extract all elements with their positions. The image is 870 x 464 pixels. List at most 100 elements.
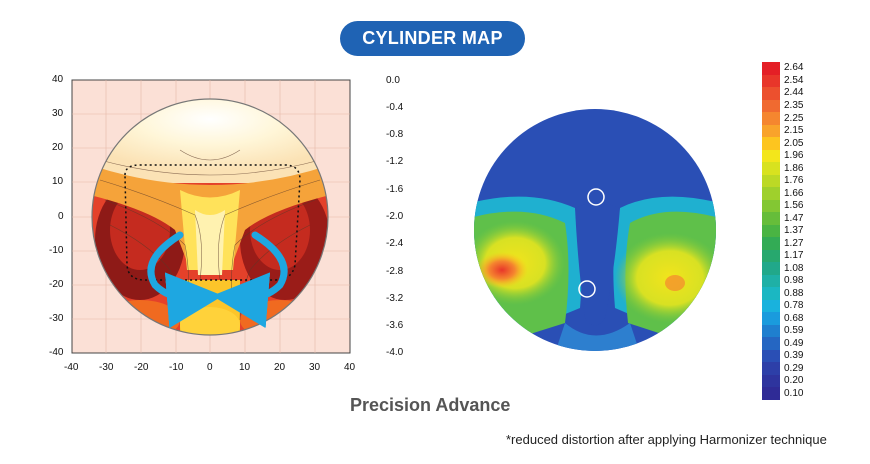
x-tick: -20 (134, 362, 149, 373)
scale-value: 1.17 (784, 250, 804, 262)
scale-swatch (762, 124, 780, 138)
scale-swatch (762, 212, 780, 225)
right-cylinder-map (470, 108, 720, 353)
y-tick: 30 (52, 108, 64, 119)
scale-swatch (762, 237, 780, 250)
x-tick: 20 (274, 362, 286, 373)
scale-swatch (762, 374, 780, 388)
scale-value: 1.96 (784, 150, 804, 162)
scale-value: 2.54 (784, 74, 804, 86)
scale-value: 0.78 (784, 300, 804, 312)
scale-row: 2.64 (762, 62, 820, 75)
scale-value: 2.44 (784, 87, 804, 99)
scale-value: 0.59 (784, 325, 804, 337)
x-tick: 10 (239, 362, 251, 373)
scale-value: 0.29 (784, 362, 804, 374)
scale-row: 0.39 (762, 349, 820, 363)
scale-row: 1.37 (762, 224, 820, 238)
y-tick: 10 (52, 176, 64, 187)
reference-circle-lower (578, 280, 596, 298)
right-map-svg (474, 109, 716, 351)
scale-swatch (762, 224, 780, 238)
scale-swatch (762, 312, 780, 325)
colorbar-tick: -0.8 (386, 129, 404, 140)
scale-row: 1.08 (762, 262, 820, 275)
scale-value: 0.20 (784, 375, 804, 387)
right-arrow (212, 231, 288, 329)
x-tick: 30 (309, 362, 321, 373)
scale-swatch (762, 187, 780, 200)
y-tick: 20 (52, 142, 64, 153)
reference-circle-upper (587, 188, 605, 206)
cylinder-disc (474, 109, 716, 351)
left-cylinder-plot: -40 -30 -20 -10 0 10 20 30 40 40 30 20 1… (30, 70, 403, 380)
colorbar-tick: -1.2 (386, 156, 404, 167)
y-tick: 0 (58, 211, 64, 222)
scale-value: 0.98 (784, 275, 804, 287)
x-tick: -40 (64, 362, 79, 373)
scale-value: 1.47 (784, 212, 804, 224)
scale-swatch (762, 99, 780, 113)
scale-swatch (762, 349, 780, 363)
scale-row: 0.88 (762, 287, 820, 300)
scale-value: 0.88 (784, 287, 804, 299)
scale-value: 2.64 (784, 62, 804, 74)
scale-value: 2.35 (784, 100, 804, 111)
scale-value: 0.39 (784, 350, 804, 362)
scale-swatch (762, 87, 780, 100)
scale-swatch (762, 387, 780, 400)
left-plot-svg (71, 79, 380, 354)
scale-value: 1.56 (784, 200, 804, 212)
title-badge: CYLINDER MAP (340, 21, 525, 56)
left-arrow (147, 231, 223, 329)
colorbar-tick: -2.0 (386, 211, 404, 222)
scale-row: 0.59 (762, 324, 820, 338)
scale-swatch (762, 249, 780, 263)
scale-value: 2.15 (784, 125, 804, 137)
footnote: *reduced distortion after applying Harmo… (506, 432, 827, 447)
title-text: CYLINDER MAP (362, 28, 503, 48)
y-tick: -30 (49, 313, 64, 324)
scale-row: 2.35 (762, 99, 820, 113)
scale-row: 0.78 (762, 299, 820, 313)
scale-swatch (762, 162, 780, 175)
colorbar-tick: -1.6 (386, 184, 404, 195)
frame-outline (124, 164, 301, 281)
scale-row: 1.86 (762, 162, 820, 175)
scale-row: 1.96 (762, 149, 820, 163)
scale-row: 2.54 (762, 74, 820, 88)
scale-row: 1.76 (762, 174, 820, 188)
scale-row: 0.20 (762, 374, 820, 388)
x-tick: -30 (99, 362, 114, 373)
scale-swatch (762, 149, 780, 163)
scale-swatch (762, 137, 780, 150)
lens-outline (91, 98, 329, 336)
colorbar-tick: -3.2 (386, 293, 404, 304)
scale-swatch (762, 74, 780, 88)
scale-row: 0.68 (762, 312, 820, 325)
colorbar-tick: -4.0 (386, 347, 404, 358)
scale-value: 1.86 (784, 162, 804, 174)
scale-swatch (762, 174, 780, 188)
scale-swatch (762, 337, 780, 350)
scale-swatch (762, 324, 780, 338)
scale-value: 1.37 (784, 225, 804, 237)
scale-row: 0.10 (762, 387, 820, 400)
y-tick: -40 (49, 347, 64, 358)
colorbar-tick: 0.0 (386, 75, 400, 86)
scale-swatch (762, 274, 780, 288)
scale-swatch (762, 362, 780, 375)
scale-row: 0.49 (762, 337, 820, 350)
scale-swatch (762, 287, 780, 300)
scale-value: 2.25 (784, 112, 804, 124)
x-tick: 40 (344, 362, 356, 373)
colorbar-tick: -0.4 (386, 102, 404, 113)
scale-row: 0.29 (762, 362, 820, 375)
y-tick: -10 (49, 245, 64, 256)
scale-value: 1.76 (784, 175, 804, 187)
harmonizer-arrows (147, 231, 288, 329)
colorbar-tick: -2.8 (386, 266, 404, 277)
scale-value: 1.27 (784, 237, 804, 249)
scale-row: 1.66 (762, 187, 820, 200)
scale-value: 0.68 (784, 312, 804, 324)
